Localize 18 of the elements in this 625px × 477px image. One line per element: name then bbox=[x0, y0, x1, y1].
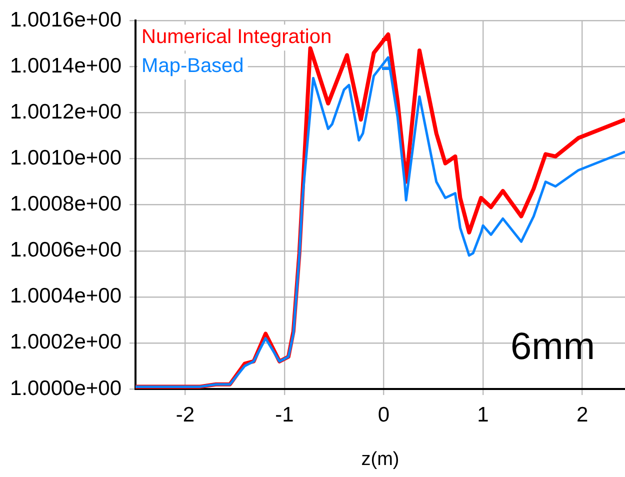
y-tick-label: 1.0006e+00 bbox=[10, 238, 122, 262]
y-tick-label: 1.0008e+00 bbox=[10, 192, 122, 216]
x-tick-label: 2 bbox=[576, 403, 588, 426]
x-axis-title: z(m) bbox=[361, 448, 400, 470]
annotation: 6mm bbox=[510, 326, 595, 368]
text: Map-Based bbox=[142, 55, 244, 78]
x-tick-label: -1 bbox=[275, 403, 294, 426]
y-tick-label: 1.0014e+00 bbox=[10, 54, 122, 78]
x-tick-label: 0 bbox=[378, 403, 390, 426]
y-tick-label: 1.0000e+00 bbox=[10, 376, 122, 400]
y-tick-label: 1.0004e+00 bbox=[10, 284, 122, 308]
x-tick-label: 1 bbox=[477, 403, 489, 426]
y-tick-label: 1.0012e+00 bbox=[10, 100, 122, 124]
y-tick-label: 1.0016e+00 bbox=[10, 8, 122, 32]
series-label: Numerical Integration bbox=[142, 26, 332, 48]
x-tick-label: -2 bbox=[176, 403, 195, 426]
y-tick-label: 1.0002e+00 bbox=[10, 330, 122, 354]
y-tick-label: 1.0010e+00 bbox=[10, 146, 122, 170]
